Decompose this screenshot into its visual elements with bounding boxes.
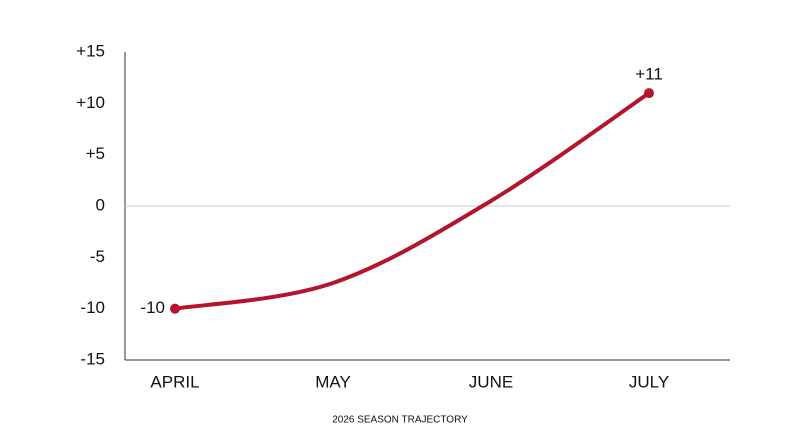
y-tick-label: +10 (76, 93, 105, 112)
y-tick-label: +5 (86, 144, 105, 163)
data-label: +11 (635, 65, 663, 84)
y-tick-label: -10 (80, 298, 105, 317)
point (170, 303, 180, 314)
x-tick-label: MAY (315, 372, 351, 391)
point (644, 88, 654, 99)
line (173, 91, 651, 311)
y-tick-label: 0 (96, 195, 105, 214)
y-tick-label: +15 (76, 41, 105, 60)
x-tick-label: JUNE (469, 372, 513, 391)
data-label: -10 (140, 298, 165, 317)
x-tick-label: APRIL (150, 372, 199, 391)
y-tick-label: -15 (80, 349, 105, 368)
y-tick-label: -5 (90, 247, 105, 266)
x-axis-title: 2026 SEASON TRAJECTORY (332, 415, 468, 426)
x-tick-label: JULY (629, 372, 669, 391)
